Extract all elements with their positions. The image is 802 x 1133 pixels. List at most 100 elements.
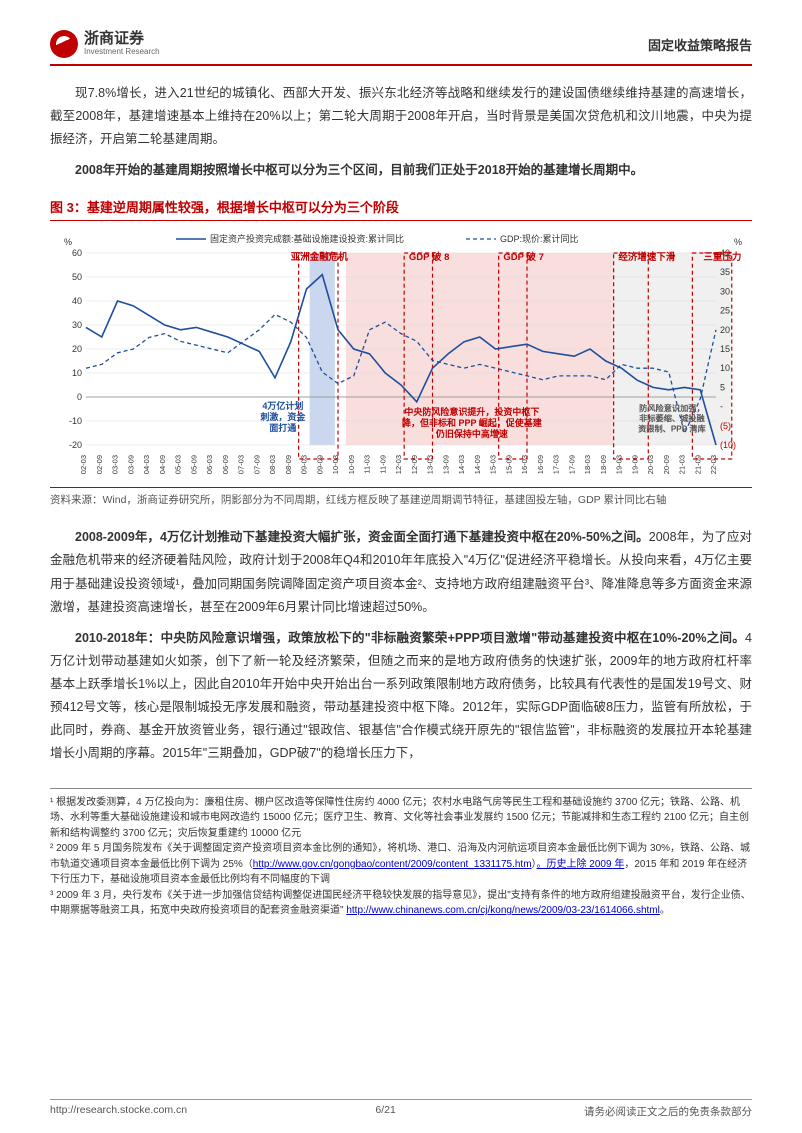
chart-title: 图 3：基建逆周期属性较强，根据增长中枢可以分为三个阶段 [50, 197, 752, 221]
footnote-2: ² 2009 年 5 月国务院发布《关于调整固定资产投资项目资本金比例的通知》，… [50, 841, 752, 888]
svg-text:刺激，资金: 刺激，资金 [259, 411, 306, 422]
footer-url[interactable]: http://research.stocke.com.cn [50, 1104, 187, 1119]
chart-figure-3: -20-100102030405060%(10)(5)-510152025303… [50, 227, 752, 487]
footnote-2-link[interactable]: http://www.gov.cn/gongbao/content/2009/c… [253, 859, 532, 870]
footer-page: 6/21 [375, 1104, 395, 1119]
svg-text:08-09: 08-09 [284, 455, 293, 474]
svg-text:-10: -10 [69, 416, 82, 426]
svg-text:25: 25 [720, 305, 730, 315]
svg-text:18-03: 18-03 [583, 455, 592, 474]
svg-text:15-09: 15-09 [504, 455, 513, 474]
svg-text:03-03: 03-03 [111, 455, 120, 474]
svg-text:资限制、PPP 清库: 资限制、PPP 清库 [638, 423, 706, 433]
paragraph-lead-2008: 2008年开始的基建周期按照增长中枢可以分为三个区间，目前我们正处于2018开始… [50, 159, 752, 182]
svg-text:GDP:现价:累计同比: GDP:现价:累计同比 [500, 233, 579, 244]
svg-text:-20: -20 [69, 440, 82, 450]
svg-text:04-03: 04-03 [142, 455, 151, 474]
svg-text:10: 10 [720, 363, 730, 373]
svg-text:中央防风险意识提升，投资中枢下: 中央防风险意识提升，投资中枢下 [404, 406, 539, 417]
footnote-2-link-2[interactable]: 。历史上除 2009 年 [537, 859, 625, 870]
svg-text:固定资产投资完成额:基础设施建设投资:累计同比: 固定资产投资完成额:基础设施建设投资:累计同比 [210, 233, 404, 244]
svg-text:02-09: 02-09 [95, 455, 104, 474]
svg-text:14-03: 14-03 [457, 455, 466, 474]
svg-text:20-09: 20-09 [662, 455, 671, 474]
svg-text:10-03: 10-03 [331, 455, 340, 474]
svg-text:17-03: 17-03 [552, 455, 561, 474]
svg-text:4万亿计划: 4万亿计划 [262, 400, 303, 411]
svg-text:%: % [734, 237, 742, 247]
svg-text:19-03: 19-03 [615, 455, 624, 474]
svg-text:20: 20 [720, 324, 730, 334]
svg-text:07-09: 07-09 [252, 455, 261, 474]
svg-text:21-09: 21-09 [693, 455, 702, 474]
page-footer: http://research.stocke.com.cn 6/21 请务必阅读… [50, 1099, 752, 1119]
svg-text:22-03: 22-03 [709, 455, 718, 474]
svg-text:GDP 破 7: GDP 破 7 [503, 251, 543, 263]
svg-text:三重压力: 三重压力 [703, 251, 741, 263]
paragraph-2010-2018: 2010-2018年：中央防风险意识增强，政策放松下的"非标融资繁荣+PPP项目… [50, 627, 752, 766]
logo-icon [50, 30, 78, 58]
svg-text:经济增速下滑: 经济增速下滑 [618, 251, 676, 263]
svg-text:13-09: 13-09 [441, 455, 450, 474]
svg-text:18-09: 18-09 [599, 455, 608, 474]
svg-text:14-09: 14-09 [473, 455, 482, 474]
footnotes-block: ¹ 根据发改委测算，4 万亿投向为：廉租住房、棚户区改造等保障性住房约 4000… [50, 788, 752, 919]
chart-caption: 资料来源：Wind，浙商证券研究所，阴影部分为不同周期，红线方框反映了基建逆周期… [50, 487, 752, 509]
svg-text:10: 10 [72, 368, 82, 378]
svg-text:50: 50 [72, 272, 82, 282]
footnote-1: ¹ 根据发改委测算，4 万亿投向为：廉租住房、棚户区改造等保障性住房约 4000… [50, 795, 752, 842]
footnote-3-link[interactable]: http://www.chinanews.com.cn/cj/kong/news… [346, 905, 660, 916]
paragraph-intro: 现7.8%增长，进入21世纪的城镇化、西部大开发、振兴东北经济等战略和继续发行的… [50, 82, 752, 151]
logo-cn: 浙商证券 [84, 31, 160, 48]
svg-text:防风险意识加强，: 防风险意识加强， [639, 403, 705, 413]
svg-text:09-03: 09-03 [300, 455, 309, 474]
svg-text:非标萎缩、城投融: 非标萎缩、城投融 [639, 413, 705, 423]
svg-text:20: 20 [72, 344, 82, 354]
svg-text:13-03: 13-03 [426, 455, 435, 474]
svg-text:60: 60 [72, 248, 82, 258]
svg-text:16-03: 16-03 [520, 455, 529, 474]
svg-text:面打通: 面打通 [269, 422, 296, 433]
footer-disclaimer: 请务必阅读正文之后的免责条款部分 [584, 1104, 752, 1119]
svg-text:03-09: 03-09 [126, 455, 135, 474]
svg-text:15-03: 15-03 [489, 455, 498, 474]
svg-text:06-09: 06-09 [221, 455, 230, 474]
report-type-label: 固定收益策略报告 [648, 35, 752, 54]
svg-text:%: % [64, 237, 72, 247]
svg-text:10-09: 10-09 [347, 455, 356, 474]
p4-lead: 2010-2018年：中央防风险意识增强，政策放松下的"非标融资繁荣+PPP项目… [75, 631, 745, 645]
svg-text:12-09: 12-09 [410, 455, 419, 474]
svg-text:11-03: 11-03 [363, 455, 372, 474]
svg-text:16-09: 16-09 [536, 455, 545, 474]
svg-text:12-03: 12-03 [394, 455, 403, 474]
page-header: 浙商证券 Investment Research 固定收益策略报告 [50, 30, 752, 66]
svg-text:11-09: 11-09 [378, 455, 387, 474]
svg-text:-: - [720, 401, 723, 411]
svg-text:08-03: 08-03 [268, 455, 277, 474]
paragraph-2008-2009: 2008-2009年，4万亿计划推动下基建投资大幅扩张，资金面全面打通下基建投资… [50, 526, 752, 619]
svg-text:20-03: 20-03 [646, 455, 655, 474]
svg-text:04-09: 04-09 [158, 455, 167, 474]
svg-text:09-09: 09-09 [315, 455, 324, 474]
svg-text:05-03: 05-03 [174, 455, 183, 474]
svg-text:亚洲金融危机: 亚洲金融危机 [291, 251, 349, 263]
p4-body: 4万亿计划带动基建如火如荼，创下了新一轮及经济繁荣，但随之而来的是地方政府债务的… [50, 631, 752, 761]
p3-lead: 2008-2009年，4万亿计划推动下基建投资大幅扩张，资金面全面打通下基建投资… [75, 530, 649, 544]
svg-text:15: 15 [720, 344, 730, 354]
svg-text:降，但非标和 PPP 崛起，促使基建: 降，但非标和 PPP 崛起，促使基建 [402, 417, 543, 428]
p2-lead: 2008年开始的基建周期按照增长中枢可以分为三个区间，目前我们正处于2018开始… [75, 163, 643, 177]
svg-text:(10): (10) [720, 440, 736, 450]
svg-text:30: 30 [72, 320, 82, 330]
logo-block: 浙商证券 Investment Research [50, 30, 160, 58]
svg-text:02-03: 02-03 [79, 455, 88, 474]
svg-text:0: 0 [77, 392, 82, 402]
svg-text:5: 5 [720, 382, 725, 392]
svg-text:仍旧保持中高增速: 仍旧保持中高增速 [435, 428, 508, 439]
svg-text:06-03: 06-03 [205, 455, 214, 474]
svg-text:GDP 破 8: GDP 破 8 [409, 251, 449, 263]
svg-text:05-09: 05-09 [189, 455, 198, 474]
footnote-3: ³ 2009 年 3 月，央行发布《关于进一步加强信贷结构调整促进国民经济平稳较… [50, 888, 752, 919]
svg-text:07-03: 07-03 [237, 455, 246, 474]
svg-text:35: 35 [720, 267, 730, 277]
svg-text:(5): (5) [720, 420, 731, 430]
